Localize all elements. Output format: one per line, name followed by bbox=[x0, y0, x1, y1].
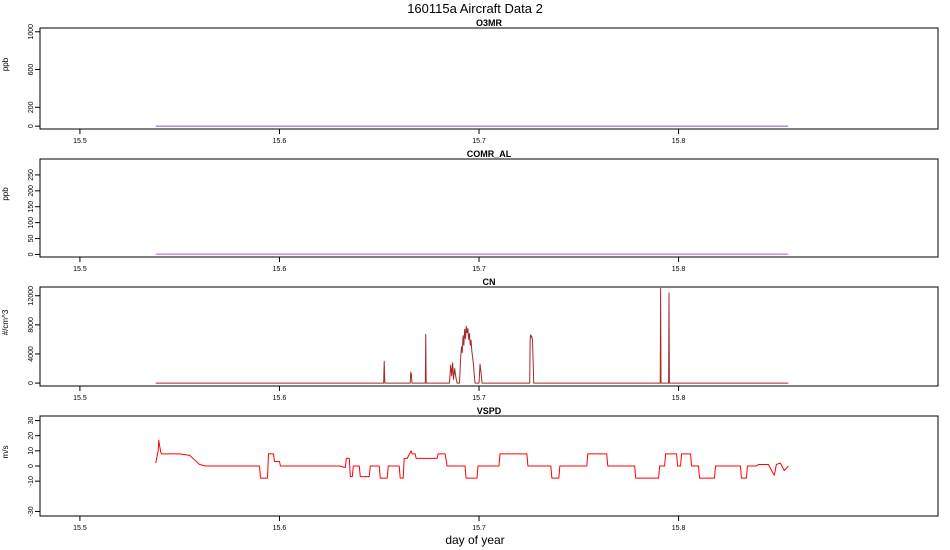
x-tick-label: 15.7 bbox=[472, 525, 486, 532]
y-axis-label: m/s bbox=[1, 446, 10, 459]
x-tick-label: 15.5 bbox=[73, 138, 87, 145]
x-tick-label: 15.5 bbox=[73, 266, 87, 273]
y-tick-label: 200 bbox=[28, 185, 35, 197]
x-tick-label: 15.8 bbox=[672, 395, 686, 402]
panel-title: VSPD bbox=[477, 406, 502, 416]
y-axis-label: ppb bbox=[1, 187, 10, 201]
y-tick-label: 50 bbox=[28, 235, 35, 243]
panel-o3mr: O3MR ppb 0 200 600 1000 15.5 15.6 15.7 15.8 bbox=[1, 18, 939, 145]
x-tick-label: 15.8 bbox=[672, 138, 686, 145]
x-tick-label: 15.6 bbox=[273, 266, 287, 273]
panel-title: O3MR bbox=[476, 18, 503, 28]
x-tick-label: 15.6 bbox=[273, 138, 287, 145]
y-axis-label: ppb bbox=[1, 57, 10, 71]
y-tick-label: 12000 bbox=[28, 286, 35, 306]
plot-frame bbox=[39, 27, 939, 130]
x-tick-label: 15.8 bbox=[672, 525, 686, 532]
y-tick-label: -30 bbox=[28, 506, 35, 516]
x-tick-label: 15.8 bbox=[672, 266, 686, 273]
y-tick-label: 4000 bbox=[28, 346, 35, 362]
series-line-0 bbox=[155, 287, 789, 384]
x-axis-label: day of year bbox=[445, 533, 504, 547]
y-tick-label: 0 bbox=[28, 381, 35, 385]
y-tick-label: 100 bbox=[28, 217, 35, 229]
y-tick-label: 0 bbox=[28, 464, 35, 468]
y-tick-label: 0 bbox=[28, 124, 35, 128]
panel-title: CN bbox=[483, 277, 496, 287]
y-tick-label: 250 bbox=[28, 169, 35, 181]
y-tick-label: 30 bbox=[28, 417, 35, 425]
panel-cn: CN #/cm^3 0 4000 8000 12000 15.5 15.6 15.7 15.8 bbox=[1, 277, 939, 402]
x-tick-label: 15.5 bbox=[73, 395, 87, 402]
panel-title: COMR_AL bbox=[467, 149, 512, 159]
x-tick-label: 15.7 bbox=[472, 395, 486, 402]
y-tick-label: 0 bbox=[28, 252, 35, 256]
x-tick-label: 15.6 bbox=[273, 525, 287, 532]
y-tick-label: 20 bbox=[28, 432, 35, 440]
x-tick-label: 15.7 bbox=[472, 266, 486, 273]
plot-frame bbox=[39, 158, 939, 258]
figure-title: 160115a Aircraft Data 2 bbox=[407, 1, 543, 16]
y-tick-label: 10 bbox=[28, 447, 35, 455]
x-tick-label: 15.7 bbox=[472, 138, 486, 145]
plot-frame bbox=[39, 286, 939, 387]
y-tick-label: 600 bbox=[28, 64, 35, 76]
x-tick-label: 15.6 bbox=[273, 395, 287, 402]
panel-vspd: VSPD m/s -30 -10 0 10 20 30 15.5 15.6 15.7 15.8 bbox=[1, 406, 939, 532]
y-axis-label: #/cm^3 bbox=[1, 309, 10, 335]
y-tick-label: -10 bbox=[28, 476, 35, 486]
y-tick-label: 200 bbox=[28, 101, 35, 113]
y-tick-label: 1000 bbox=[28, 24, 35, 40]
y-tick-label: 150 bbox=[28, 201, 35, 213]
y-tick-label: 8000 bbox=[28, 317, 35, 333]
series-line-0 bbox=[155, 439, 789, 479]
x-tick-label: 15.5 bbox=[73, 525, 87, 532]
